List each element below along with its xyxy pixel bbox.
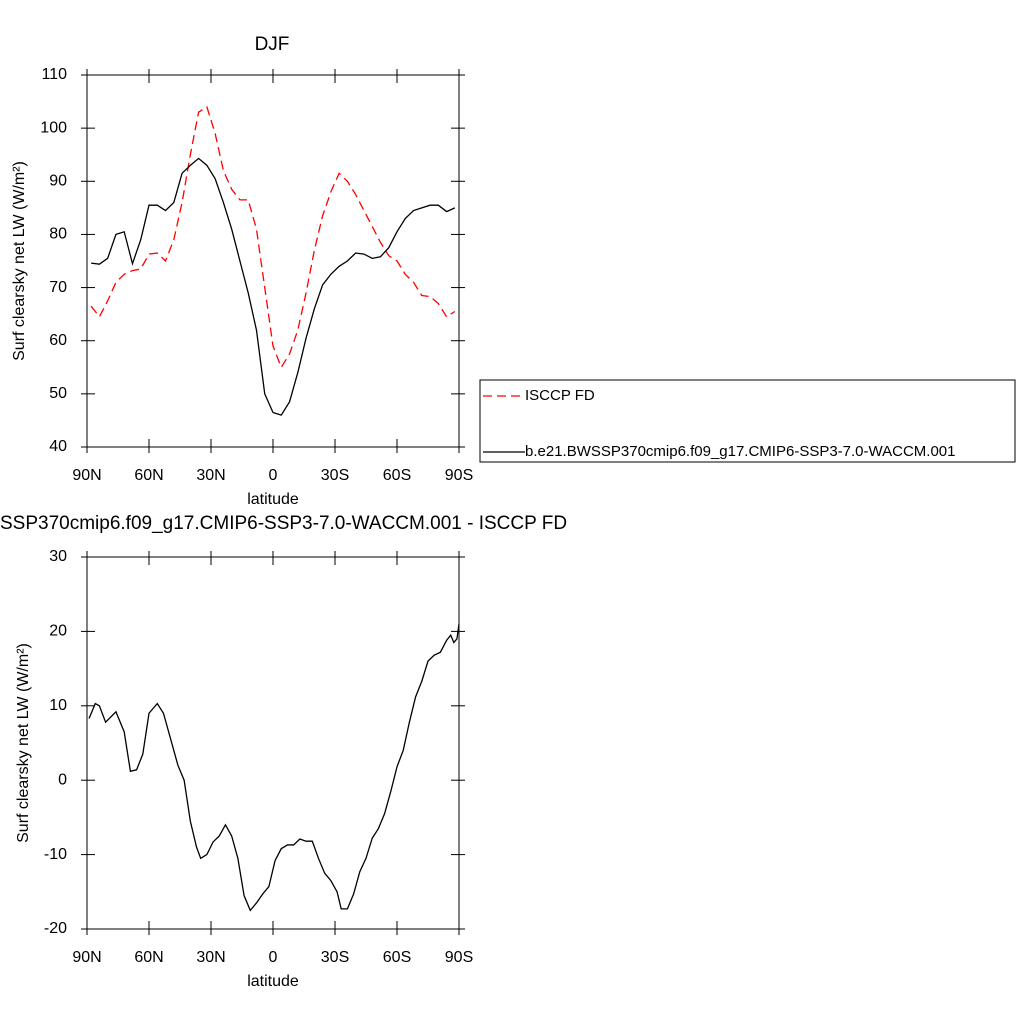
legend-label: ISCCP FD [525,387,595,404]
x-axis-label: latitude [247,973,299,990]
y-tick-label: 100 [40,119,67,136]
legend-label: b.e21.BWSSP370cmip6.f09_g17.CMIP6-SSP3-7… [525,443,955,460]
y-tick-label: 70 [49,279,67,296]
y-axis-label: Surf clearsky net LW (W/m²) [11,161,28,361]
y-tick-label: 30 [49,548,67,565]
chart-title: DJF [255,34,290,55]
data-line [90,105,456,369]
y-tick-label: 90 [49,173,67,190]
chart-title: SSP370cmip6.f09_g17.CMIP6-SSP3-7.0-WACCM… [0,513,567,534]
y-tick-label: 0 [58,771,67,788]
plot-frame [86,556,460,930]
x-axis-label: latitude [247,491,299,508]
y-axis-label: Surf clearsky net LW (W/m²) [15,643,32,843]
x-tick-label: 0 [269,949,278,966]
y-tick-label: 40 [49,438,67,455]
legend-box [479,379,1016,463]
x-tick-label: 90S [445,949,473,966]
x-tick-label: 60N [134,467,163,484]
plot-frame [86,74,460,448]
data-line [88,623,460,912]
y-tick-label: -10 [44,846,67,863]
y-tick-label: 110 [41,66,67,83]
x-tick-label: 60N [134,949,163,966]
x-tick-label: 90S [445,467,473,484]
x-tick-label: 60S [383,949,411,966]
x-tick-label: 30S [321,467,349,484]
x-tick-label: 30N [196,467,225,484]
y-tick-label: 50 [49,385,67,402]
x-tick-label: 30S [321,949,349,966]
y-tick-label: -20 [44,920,67,937]
x-tick-label: 60S [383,467,411,484]
y-tick-label: 60 [49,332,67,349]
data-line [91,157,456,416]
x-tick-label: 90N [72,467,101,484]
y-tick-label: 20 [49,623,67,640]
y-tick-label: 80 [49,226,67,243]
x-tick-label: 90N [72,949,101,966]
x-tick-label: 30N [196,949,225,966]
x-tick-label: 0 [269,467,278,484]
y-tick-label: 10 [49,697,67,714]
